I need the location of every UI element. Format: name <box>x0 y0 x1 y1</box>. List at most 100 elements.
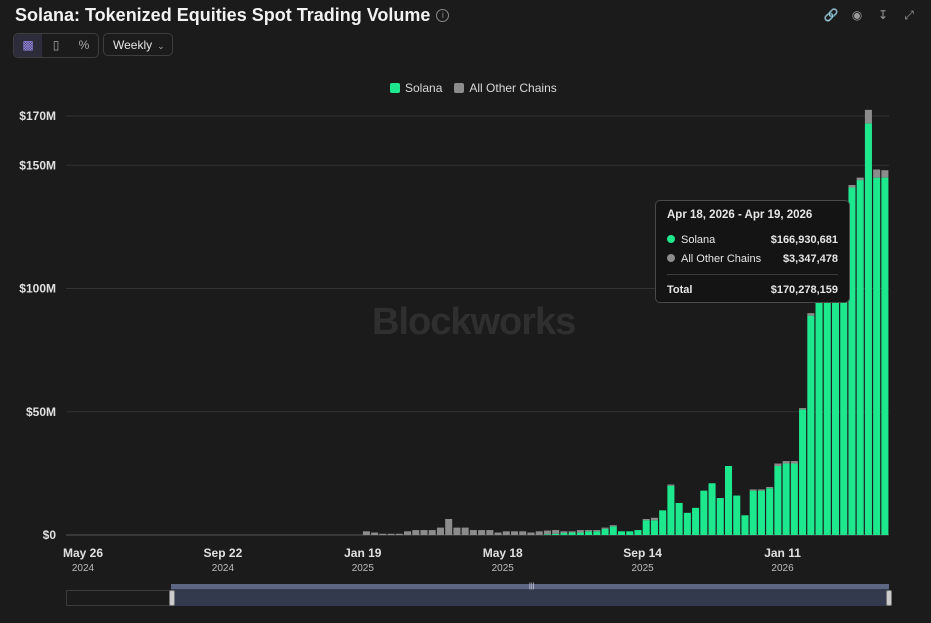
bar-other-chains <box>502 531 510 535</box>
bar-solana <box>708 483 716 535</box>
tooltip-dot-other <box>667 253 675 262</box>
tooltip-total-value: $170,278,159 <box>770 283 838 296</box>
legend-swatch-solana <box>390 83 400 93</box>
bar-other-chains <box>667 484 675 486</box>
x-tick-label: Sep 14 <box>623 546 662 560</box>
x-tick-year: 2026 <box>771 563 794 574</box>
brush-drag-bar[interactable] <box>171 584 889 589</box>
bar-other-chains <box>576 530 584 533</box>
chart-tooltip: Apr 18, 2026 - Apr 19, 2026 Solana $166,9… <box>655 200 850 303</box>
bar-other-chains <box>387 533 395 535</box>
bar-solana <box>757 490 765 535</box>
x-tick-label: May 26 <box>63 546 103 560</box>
bar-other-chains <box>593 530 601 532</box>
legend-swatch-other <box>454 83 465 93</box>
bar-solana <box>782 463 790 535</box>
bar-other-chains <box>420 530 428 535</box>
bar-other-chains <box>543 530 551 535</box>
bar-other-chains <box>362 531 370 535</box>
info-icon[interactable]: i <box>436 9 450 22</box>
bar-other-chains <box>469 530 477 535</box>
bar-chart-icon[interactable]: ▩ <box>14 34 42 57</box>
bar-other-chains <box>856 177 864 181</box>
bar-solana <box>856 180 864 536</box>
bar-solana <box>659 510 667 535</box>
bar-other-chains <box>552 530 560 534</box>
tooltip-row-total: Total $170,278,159 <box>667 280 838 299</box>
page-title: Solana: Tokenized Equities Spot Trading … <box>15 5 450 26</box>
bar-other-chains <box>395 533 403 535</box>
bar-solana <box>766 488 774 535</box>
expand-icon[interactable]: ⤢ <box>904 8 914 22</box>
bar-solana <box>650 520 658 535</box>
bar-other-chains <box>404 531 412 535</box>
title-text: Solana: Tokenized Equities Spot Trading … <box>15 5 431 25</box>
x-tick-label: Sep 22 <box>204 546 243 560</box>
bar-solana <box>618 531 626 535</box>
bar-other-chains <box>782 461 790 464</box>
bar-solana <box>585 531 593 535</box>
watermark: Blockworks <box>372 301 576 343</box>
bar-other-chains <box>568 531 576 533</box>
interval-select[interactable]: Weekly ⌄ <box>103 33 173 56</box>
y-tick-label: $100M <box>19 282 56 296</box>
camera-icon[interactable]: ◉ <box>851 8 863 22</box>
bar-other-chains <box>609 525 617 527</box>
grip-icon: ||| <box>529 583 535 590</box>
chart-type-toggle: ▩ ▯ % <box>13 33 99 58</box>
download-icon[interactable]: ↧ <box>877 8 889 22</box>
bar-other-chains <box>766 486 774 489</box>
legend-label-solana: Solana <box>405 81 443 95</box>
bar-solana <box>741 515 749 535</box>
tooltip-label-solana: Solana <box>681 233 716 246</box>
x-tick-label: May 18 <box>483 546 523 560</box>
tooltip-dot-solana <box>667 234 675 243</box>
bar-solana <box>873 177 881 535</box>
tooltip-divider <box>667 274 838 275</box>
bar-solana <box>725 465 733 535</box>
link-icon[interactable]: 🔗 <box>823 8 839 22</box>
bar-solana <box>807 315 815 535</box>
legend-item-other[interactable]: All Other Chains <box>454 81 557 95</box>
x-tick-label: Jan 19 <box>344 546 382 560</box>
bar-solana <box>864 123 872 536</box>
range-brush-window[interactable]: ||| <box>171 583 889 606</box>
x-tick-year: 2025 <box>632 563 655 574</box>
bar-other-chains <box>494 532 502 535</box>
bar-solana <box>683 512 691 535</box>
chevron-down-icon: ⌄ <box>157 41 165 51</box>
bar-other-chains <box>511 531 519 535</box>
tooltip-row-other: All Other Chains $3,347,478 <box>667 249 838 268</box>
stacked-bar-icon[interactable]: ▯ <box>52 38 60 52</box>
bar-other-chains <box>535 531 543 535</box>
bar-other-chains <box>461 527 469 535</box>
bar-solana <box>840 244 848 535</box>
tooltip-value-solana: $166,930,681 <box>770 233 838 246</box>
legend-item-solana[interactable]: Solana <box>390 81 442 95</box>
percent-icon[interactable]: % <box>78 38 90 52</box>
bar-solana <box>552 533 560 535</box>
legend-label-other: All Other Chains <box>469 81 557 95</box>
bar-solana <box>634 530 642 535</box>
bar-other-chains <box>453 527 461 535</box>
bar-other-chains <box>585 530 593 532</box>
bar-other-chains <box>478 530 486 535</box>
bar-solana <box>560 533 568 535</box>
x-tick-label: Jan 11 <box>764 546 801 560</box>
bar-solana <box>815 295 823 535</box>
bar-solana <box>543 534 551 535</box>
brush-handle-right[interactable] <box>886 590 892 606</box>
bar-other-chains <box>486 530 494 535</box>
bar-solana <box>667 485 675 535</box>
bar-solana <box>568 532 576 535</box>
bar-solana <box>593 531 601 535</box>
x-tick-year: 2025 <box>352 563 375 574</box>
bar-solana <box>749 490 757 535</box>
x-tick-year: 2024 <box>72 563 95 574</box>
bar-solana <box>848 187 856 535</box>
bar-other-chains <box>807 313 815 316</box>
bar-solana <box>799 409 807 535</box>
bar-solana <box>642 520 650 535</box>
bar-other-chains <box>848 185 856 188</box>
brush-handle-left[interactable] <box>169 590 175 606</box>
